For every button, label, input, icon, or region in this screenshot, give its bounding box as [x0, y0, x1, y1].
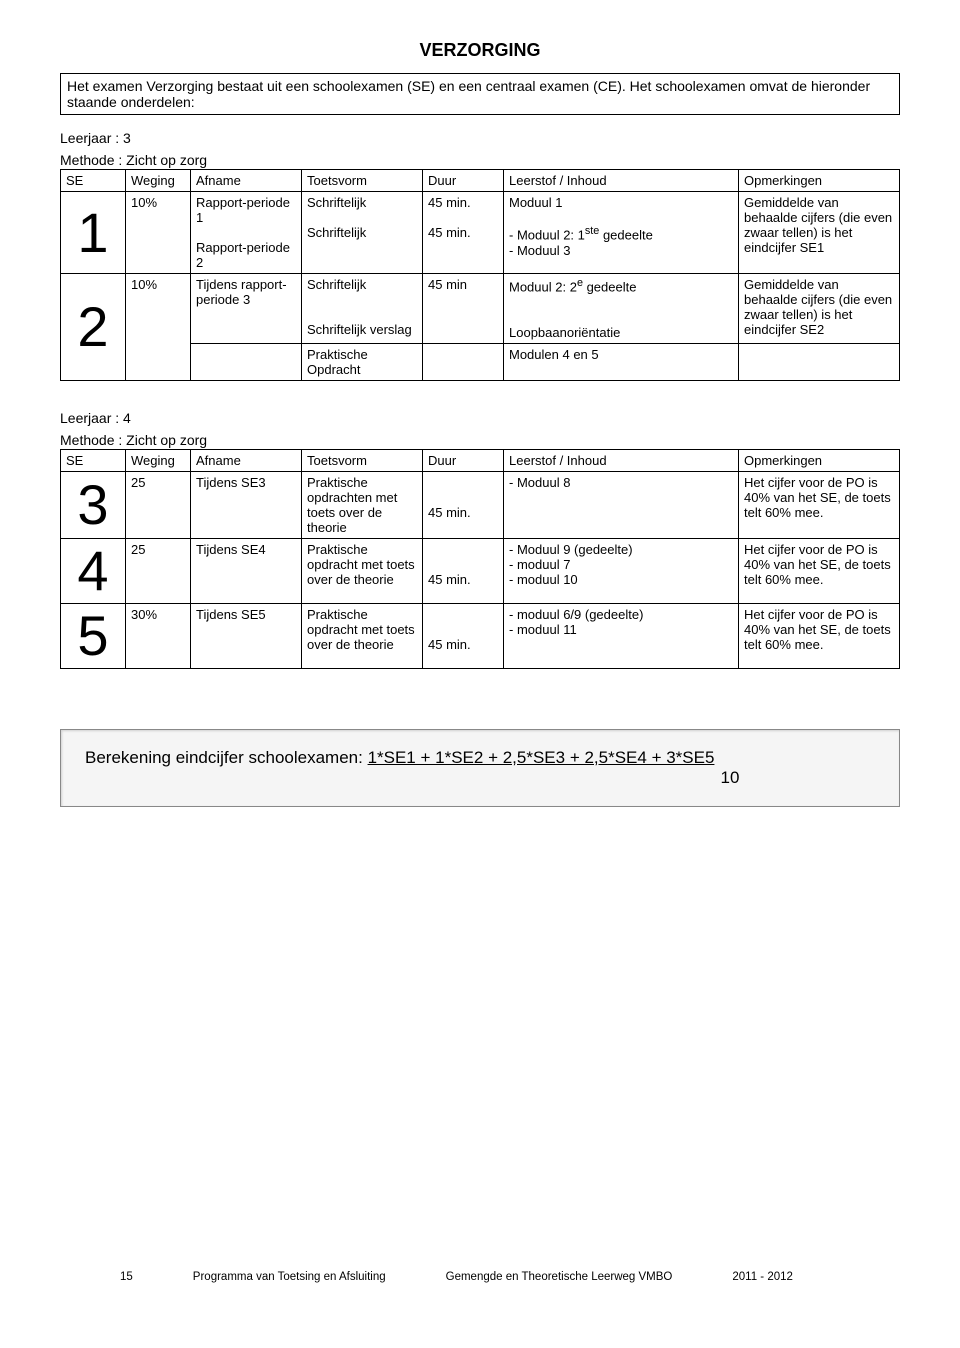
cell-leerstof: - Moduul 9 (gedeelte)- moduul 7- moduul …	[504, 539, 739, 604]
cell-leerstof: - moduul 6/9 (gedeelte)- moduul 11	[504, 604, 739, 669]
table-section1: SE Weging Afname Toetsvorm Duur Leerstof…	[60, 169, 900, 380]
footer-left: Programma van Toetsing en Afsluiting	[193, 1271, 386, 1283]
se-number: 3	[61, 472, 126, 539]
cell-opm: Het cijfer voor de PO is 40% van het SE,…	[739, 472, 900, 539]
cell-toets: Praktische opdracht met toets over de th…	[302, 604, 423, 669]
table-row: 1 10% Rapport-periode 1 Rapport-periode …	[61, 192, 900, 274]
cell-opm: Gemiddelde van behaalde cijfers (die eve…	[739, 274, 900, 343]
cell-toets: Praktische Opdracht	[302, 343, 423, 380]
cell-weging: 25	[126, 539, 191, 604]
cell-toets: Schriftelijk Schriftelijk verslag	[302, 274, 423, 343]
se-number: 4	[61, 539, 126, 604]
th-se: SE	[61, 450, 126, 472]
cell-afname	[191, 343, 302, 380]
table-row: 2 10% Tijdens rapport-periode 3 Schrifte…	[61, 274, 900, 343]
cell-weging: 25	[126, 472, 191, 539]
calc-label: Berekening eindcijfer schoolexamen:	[85, 748, 368, 767]
cell-afname: Tijdens SE3	[191, 472, 302, 539]
section1-leerjaar: Leerjaar : 3	[60, 129, 900, 147]
th-afname: Afname	[191, 170, 302, 192]
th-duur: Duur	[423, 450, 504, 472]
th-toetsvorm: Toetsvorm	[302, 170, 423, 192]
th-se: SE	[61, 170, 126, 192]
cell-leerstof: - Moduul 8	[504, 472, 739, 539]
intro-box: Het examen Verzorging bestaat uit een sc…	[60, 73, 900, 115]
cell-duur: 45 min. 45 min.	[423, 192, 504, 274]
th-afname: Afname	[191, 450, 302, 472]
table-header-row: SE Weging Afname Toetsvorm Duur Leerstof…	[61, 170, 900, 192]
th-weging: Weging	[126, 170, 191, 192]
se-number: 5	[61, 604, 126, 669]
page-footer: 15 Programma van Toetsing en Afsluiting …	[120, 1271, 840, 1283]
cell-opm	[739, 343, 900, 380]
calc-formula: 1*SE1 + 1*SE2 + 2,5*SE3 + 2,5*SE4 + 3*SE…	[368, 748, 715, 767]
section2-methode: Methode : Zicht op zorg	[60, 431, 900, 449]
cell-duur: 45 min.	[423, 604, 504, 669]
cell-opm: Het cijfer voor de PO is 40% van het SE,…	[739, 604, 900, 669]
cell-afname: Tijdens rapport-periode 3	[191, 274, 302, 343]
cell-afname: Tijdens SE5	[191, 604, 302, 669]
th-toetsvorm: Toetsvorm	[302, 450, 423, 472]
table-section2: SE Weging Afname Toetsvorm Duur Leerstof…	[60, 449, 900, 669]
th-duur: Duur	[423, 170, 504, 192]
se-number: 2	[61, 274, 126, 380]
section1-methode: Methode : Zicht op zorg	[60, 151, 900, 169]
cell-duur: 45 min	[423, 274, 504, 343]
cell-opm: Het cijfer voor de PO is 40% van het SE,…	[739, 539, 900, 604]
cell-duur: 45 min.	[423, 539, 504, 604]
calculation-box: Berekening eindcijfer schoolexamen: 1*SE…	[60, 729, 900, 807]
cell-weging: 30%	[126, 604, 191, 669]
cell-leerstof: Moduul 2: 2e gedeelte Loopbaanoriëntatie	[504, 274, 739, 343]
section2-leerjaar: Leerjaar : 4	[60, 409, 900, 427]
footer-mid: Gemengde en Theoretische Leerweg VMBO	[446, 1271, 673, 1283]
footer-right: 2011 - 2012	[732, 1271, 793, 1283]
table-row: 5 30% Tijdens SE5 Praktische opdracht me…	[61, 604, 900, 669]
cell-weging: 10%	[126, 192, 191, 274]
th-opmerkingen: Opmerkingen	[739, 450, 900, 472]
cell-duur: 45 min.	[423, 472, 504, 539]
th-leerstof: Leerstof / Inhoud	[504, 450, 739, 472]
footer-page: 15	[120, 1271, 133, 1283]
table-row: 4 25 Tijdens SE4 Praktische opdracht met…	[61, 539, 900, 604]
cell-duur	[423, 343, 504, 380]
th-opmerkingen: Opmerkingen	[739, 170, 900, 192]
th-leerstof: Leerstof / Inhoud	[504, 170, 739, 192]
table-row: 3 25 Tijdens SE3 Praktische opdrachten m…	[61, 472, 900, 539]
cell-afname: Tijdens SE4	[191, 539, 302, 604]
table-header-row: SE Weging Afname Toetsvorm Duur Leerstof…	[61, 450, 900, 472]
cell-weging: 10%	[126, 274, 191, 380]
cell-leerstof: Modulen 4 en 5	[504, 343, 739, 380]
cell-toets: Praktische opdrachten met toets over de …	[302, 472, 423, 539]
th-weging: Weging	[126, 450, 191, 472]
se-number: 1	[61, 192, 126, 274]
cell-opm: Gemiddelde van behaalde cijfers (die eve…	[739, 192, 900, 274]
cell-afname: Rapport-periode 1 Rapport-periode 2	[191, 192, 302, 274]
cell-toets: Praktische opdracht met toets over de th…	[302, 539, 423, 604]
cell-leerstof: Moduul 1 - Moduul 2: 1ste gedeelte- Modu…	[504, 192, 739, 274]
calc-denominator: 10	[85, 768, 875, 788]
page-title: VERZORGING	[60, 40, 900, 61]
cell-toets: Schriftelijk Schriftelijk	[302, 192, 423, 274]
